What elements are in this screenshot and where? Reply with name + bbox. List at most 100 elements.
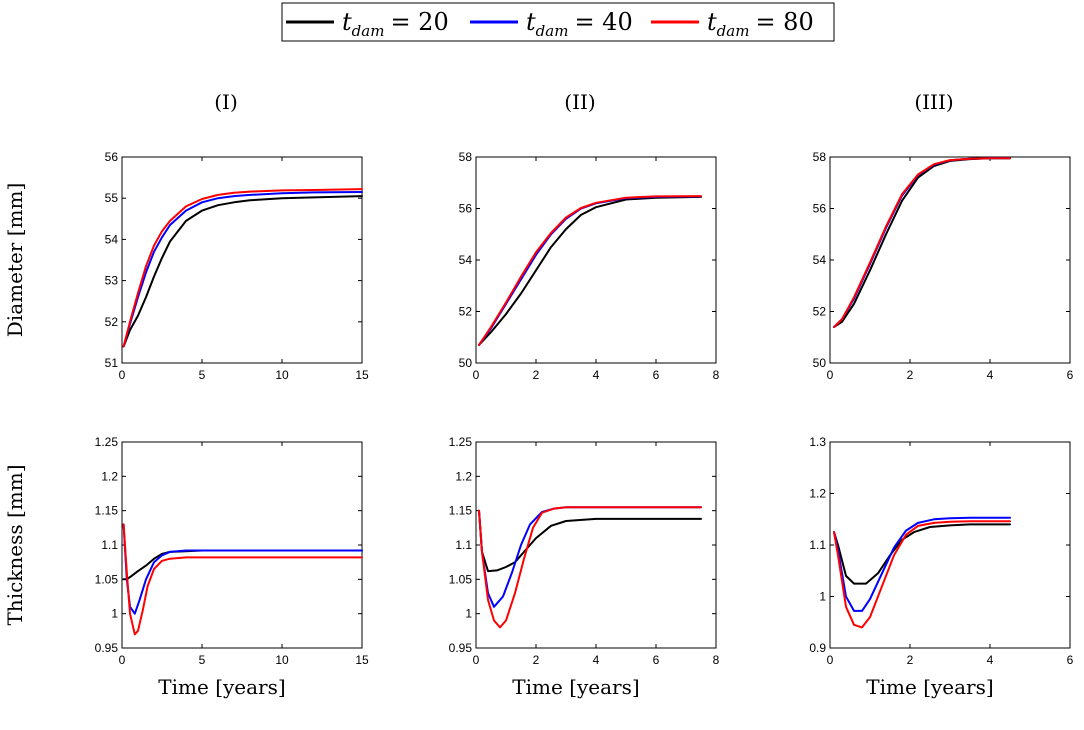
y-tick-label: 50 [459, 356, 473, 370]
y-tick-label: 53 [105, 274, 119, 288]
legend-label: tdam = 80 [707, 8, 814, 40]
y-tick-label: 1 [465, 607, 472, 621]
y-tick-label: 58 [459, 150, 473, 164]
x-tick-label: 6 [1067, 368, 1074, 382]
y-tick-label: 1 [819, 590, 826, 604]
y-tick-label: 58 [813, 150, 827, 164]
x-tick-label: 8 [713, 368, 720, 382]
x-tick-label: 0 [473, 653, 480, 667]
series-line [122, 191, 363, 348]
legend-box [281, 2, 835, 42]
legend-label: tdam = 40 [526, 8, 633, 40]
x-tick-label: 0 [473, 368, 480, 382]
chart-panel: 0 5 10 15 0.95 1 1.05 1.1 1.15 1.2 1.25 [95, 435, 369, 667]
column-title: (I) [214, 90, 238, 114]
x-tick-label: 6 [653, 653, 660, 667]
legend: tdam = 20 tdam = 40 tdam = 80 [281, 2, 835, 42]
column-titles: (I) (II) (III) [214, 90, 953, 114]
chart-panel: 0 2 4 6 0.9 1 1.1 1.2 1.3 [809, 435, 1073, 667]
y-tick-label: 54 [813, 253, 827, 267]
x-axis-labels: Time [years] Time [years] Time [years] [158, 675, 993, 699]
x-tick-label: 0 [119, 653, 126, 667]
y-tick-label: 1.1 [809, 538, 826, 552]
y-tick-label: 56 [105, 150, 119, 164]
x-tick-label: 15 [355, 653, 369, 667]
chart-panel: 0 2 4 6 8 50 52 54 56 58 [459, 150, 720, 382]
x-tick-label: 2 [907, 653, 914, 667]
y-tick-label: 0.95 [95, 641, 119, 655]
y-tick-label: 1.25 [95, 435, 119, 449]
y-tick-label: 54 [105, 232, 119, 246]
y-tick-label: 52 [813, 305, 827, 319]
x-tick-label: 6 [653, 368, 660, 382]
column-title: (III) [914, 90, 953, 114]
y-tick-label: 1.3 [809, 435, 826, 449]
x-tick-label: 2 [533, 368, 540, 382]
series-line [478, 506, 702, 629]
y-tick-label: 55 [105, 191, 119, 205]
y-tick-label: 1.05 [449, 572, 473, 586]
x-tick-label: 4 [987, 368, 994, 382]
x-tick-label: 2 [907, 368, 914, 382]
y-tick-label: 56 [459, 202, 473, 216]
plot-area [475, 156, 717, 364]
y-tick-label: 1.1 [101, 538, 118, 552]
y-tick-label: 1 [111, 607, 118, 621]
x-tick-label: 5 [199, 653, 206, 667]
x-tick-label: 2 [533, 653, 540, 667]
x-tick-label: 15 [355, 368, 369, 382]
series-line [478, 509, 702, 573]
legend-label: tdam = 20 [342, 8, 449, 40]
y-tick-label: 1.15 [449, 504, 473, 518]
y-tick-label: 56 [813, 202, 827, 216]
plot-area [475, 441, 717, 649]
plot-area [121, 156, 363, 364]
y-tick-label: 1.1 [455, 538, 472, 552]
chart-panel: 0 2 4 6 50 52 54 56 58 [813, 150, 1074, 382]
row-label: Thickness [mm] [3, 464, 27, 625]
y-tick-label: 51 [105, 356, 119, 370]
x-axis-label: Time [years] [158, 675, 285, 699]
series-line [478, 195, 702, 346]
y-tick-label: 50 [813, 356, 827, 370]
series-line [833, 520, 1011, 629]
series-line [122, 188, 363, 348]
y-tick-label: 1.25 [449, 435, 473, 449]
y-tick-label: 0.95 [449, 641, 473, 655]
y-tick-label: 1.2 [455, 469, 472, 483]
y-tick-label: 1.15 [95, 504, 119, 518]
x-tick-label: 0 [827, 368, 834, 382]
x-tick-label: 6 [1067, 653, 1074, 667]
x-tick-label: 5 [199, 368, 206, 382]
x-tick-label: 8 [713, 653, 720, 667]
x-tick-label: 0 [827, 653, 834, 667]
plot-area [121, 441, 363, 649]
x-tick-label: 0 [119, 368, 126, 382]
row-labels: Diameter [mm] Thickness [mm] [3, 183, 27, 626]
x-tick-label: 4 [593, 368, 600, 382]
y-tick-label: 1.05 [95, 572, 119, 586]
x-tick-label: 10 [275, 368, 289, 382]
series-line [833, 157, 1011, 328]
y-tick-label: 1.2 [809, 487, 826, 501]
chart-panel: 0 2 4 6 8 0.95 1 1.05 1.1 1.15 1.2 1.25 [449, 435, 720, 667]
plot-area [829, 156, 1071, 364]
y-tick-label: 52 [105, 315, 119, 329]
series-line [122, 523, 363, 636]
series-line [833, 516, 1011, 612]
y-tick-label: 52 [459, 305, 473, 319]
y-tick-label: 54 [459, 253, 473, 267]
x-tick-label: 10 [275, 653, 289, 667]
chart-panel: 0 5 10 15 51 52 53 54 55 56 [105, 150, 369, 382]
series-line [122, 523, 363, 615]
series-line [478, 195, 702, 346]
y-tick-label: 0.9 [809, 641, 826, 655]
plot-area [829, 441, 1071, 649]
x-tick-label: 4 [987, 653, 994, 667]
row-label: Diameter [mm] [3, 183, 27, 337]
series-line [122, 195, 363, 348]
x-axis-label: Time [years] [512, 675, 639, 699]
x-axis-label: Time [years] [866, 675, 993, 699]
